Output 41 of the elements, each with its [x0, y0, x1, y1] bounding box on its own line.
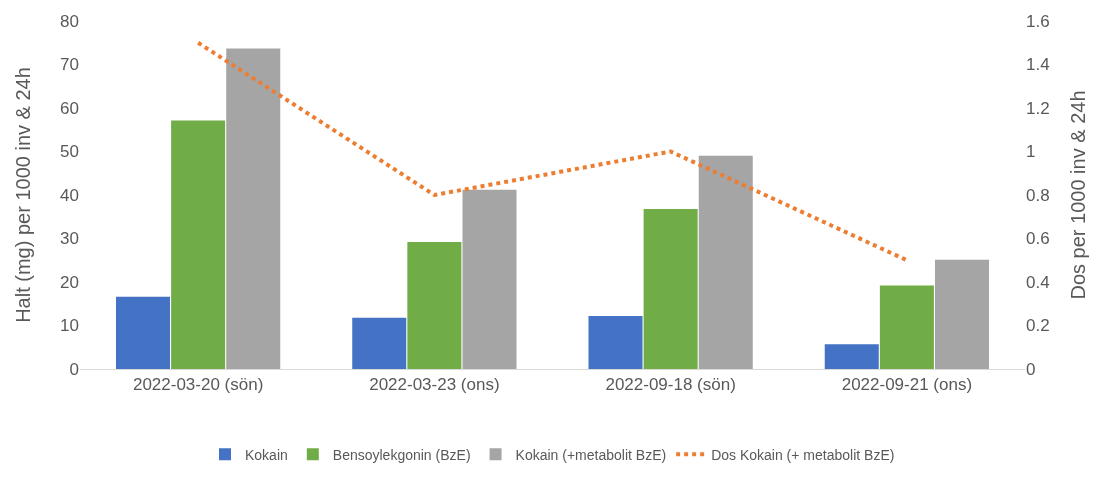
- bar: [226, 48, 281, 369]
- bar: [934, 259, 990, 369]
- y2-tick-label: 0.2: [1026, 316, 1050, 336]
- y2-tick-label: 0: [1026, 359, 1036, 379]
- bar: [643, 208, 698, 369]
- bar: [407, 241, 462, 369]
- y-tick-label: 70: [60, 55, 79, 75]
- y2-axis-title: Dos per 1000 inv & 24h: [1067, 90, 1089, 300]
- y-tick-label: 80: [60, 11, 79, 31]
- y-axis-title: Halt (mg) per 1000 inv & 24h: [12, 67, 34, 323]
- bar: [824, 344, 879, 369]
- y2-tick-label: 1.4: [1026, 55, 1050, 75]
- legend-label: Bensoylekgonin (BzE): [332, 446, 471, 463]
- y2-tick-label: 0.4: [1026, 272, 1050, 292]
- line-series: [196, 40, 909, 263]
- y-tick-label: 20: [60, 272, 79, 292]
- y2-tick-label: 1: [1026, 142, 1036, 162]
- y-tick-label: 30: [60, 229, 79, 249]
- bar: [352, 317, 407, 369]
- x-tick-label: 2022-03-23 (ons): [369, 375, 500, 395]
- x-tick-label: 2022-09-18 (sön): [605, 375, 736, 395]
- y-tick-label: 40: [60, 185, 79, 205]
- bar: [588, 315, 643, 369]
- y-tick-label: 10: [60, 316, 79, 336]
- legend-label: Kokain: [245, 446, 288, 463]
- bar: [698, 155, 753, 369]
- y2-tick-label: 0.6: [1026, 229, 1050, 249]
- bar: [879, 285, 934, 369]
- y-tick-label: 50: [60, 142, 79, 162]
- x-tick-label: 2022-03-20 (sön): [132, 375, 264, 395]
- y2-tick-label: 1.6: [1026, 11, 1050, 31]
- legend-label: Kokain (+metabolit BzE): [515, 446, 667, 463]
- bar: [115, 296, 171, 369]
- y-tick-label: 0: [69, 359, 79, 379]
- y-tick-label: 60: [60, 98, 79, 118]
- bar: [462, 189, 517, 369]
- bar: [171, 120, 226, 369]
- y2-tick-label: 1.2: [1026, 98, 1050, 118]
- legend-label: Dos Kokain (+ metabolit BzE): [711, 446, 895, 463]
- x-tick-label: 2022-09-21 (ons): [841, 375, 973, 395]
- y2-tick-label: 0.8: [1026, 185, 1050, 205]
